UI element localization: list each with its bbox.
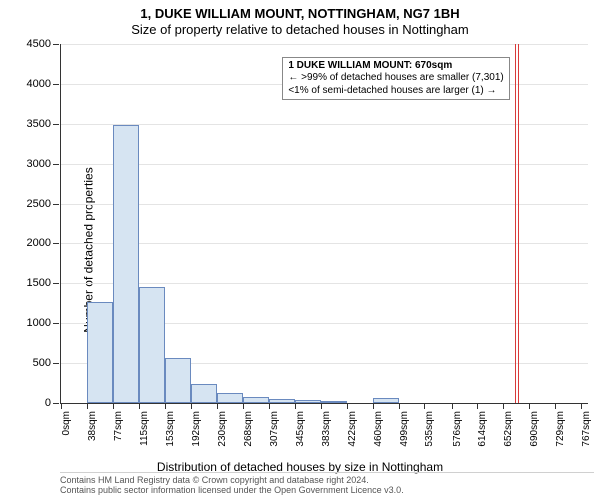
x-tick <box>373 403 374 409</box>
y-tick <box>53 283 59 284</box>
y-tick-label: 3000 <box>27 158 51 170</box>
gridline <box>61 204 588 205</box>
x-tick <box>321 403 322 409</box>
x-tick-label: 230sqm <box>217 411 228 447</box>
property-marker-line <box>518 44 519 403</box>
histogram-bar <box>139 287 165 403</box>
y-tick-label: 2000 <box>27 237 51 249</box>
x-tick <box>87 403 88 409</box>
y-tick <box>53 403 59 404</box>
x-tick <box>424 403 425 409</box>
y-tick <box>53 164 59 165</box>
y-tick-label: 4000 <box>27 78 51 90</box>
x-tick-label: 729sqm <box>555 411 566 447</box>
plot-area: 0500100015002000250030003500400045000sqm… <box>60 44 588 404</box>
x-tick-label: 383sqm <box>321 411 332 447</box>
histogram-bar <box>373 398 399 403</box>
histogram-bar <box>295 400 321 403</box>
x-tick <box>399 403 400 409</box>
x-tick-label: 767sqm <box>581 411 592 447</box>
x-tick <box>113 403 114 409</box>
x-tick-label: 307sqm <box>269 411 280 447</box>
x-tick-label: 192sqm <box>191 411 202 447</box>
x-tick <box>555 403 556 409</box>
y-tick-label: 2500 <box>27 198 51 210</box>
footer-attribution: Contains HM Land Registry data © Crown c… <box>60 472 594 496</box>
x-tick <box>295 403 296 409</box>
x-tick-label: 422sqm <box>347 411 358 447</box>
x-tick-label: 77sqm <box>113 411 124 441</box>
x-tick <box>165 403 166 409</box>
property-marker-line <box>515 44 516 403</box>
x-tick <box>139 403 140 409</box>
gridline <box>61 44 588 45</box>
gridline <box>61 283 588 284</box>
y-tick <box>53 323 59 324</box>
histogram-bar <box>113 125 139 403</box>
x-tick-label: 690sqm <box>529 411 540 447</box>
y-tick-label: 3500 <box>27 118 51 130</box>
x-tick-label: 535sqm <box>424 411 435 447</box>
x-tick-label: 38sqm <box>87 411 98 441</box>
x-tick-label: 460sqm <box>373 411 384 447</box>
gridline <box>61 164 588 165</box>
x-tick-label: 345sqm <box>295 411 306 447</box>
x-tick <box>61 403 62 409</box>
annotation-line-larger: <1% of semi-detached houses are larger (… <box>288 85 503 98</box>
y-tick-label: 1000 <box>27 317 51 329</box>
x-tick <box>452 403 453 409</box>
x-tick-label: 614sqm <box>477 411 488 447</box>
x-tick-label: 652sqm <box>503 411 514 447</box>
x-tick-label: 153sqm <box>165 411 176 447</box>
x-tick-label: 499sqm <box>399 411 410 447</box>
x-tick <box>269 403 270 409</box>
chart-title-main: 1, DUKE WILLIAM MOUNT, NOTTINGHAM, NG7 1… <box>0 6 600 21</box>
histogram-bar <box>191 384 217 403</box>
x-tick-label: 576sqm <box>452 411 463 447</box>
x-tick <box>243 403 244 409</box>
x-tick <box>529 403 530 409</box>
histogram-bar <box>165 358 191 403</box>
annotation-box: 1 DUKE WILLIAM MOUNT: 670sqm← >99% of de… <box>282 57 509 101</box>
x-tick <box>217 403 218 409</box>
y-tick <box>53 44 59 45</box>
x-tick <box>347 403 348 409</box>
gridline <box>61 243 588 244</box>
x-tick <box>477 403 478 409</box>
y-tick <box>53 84 59 85</box>
y-tick <box>53 243 59 244</box>
x-tick <box>191 403 192 409</box>
annotation-title: 1 DUKE WILLIAM MOUNT: 670sqm <box>288 60 503 73</box>
histogram-bar <box>321 401 347 403</box>
y-tick <box>53 204 59 205</box>
histogram-bar <box>217 393 243 403</box>
x-tick <box>503 403 504 409</box>
histogram-bar <box>243 397 269 403</box>
x-tick <box>581 403 582 409</box>
y-tick-label: 1500 <box>27 277 51 289</box>
y-tick-label: 500 <box>33 357 51 369</box>
y-tick-label: 0 <box>45 397 51 409</box>
gridline <box>61 124 588 125</box>
chart-title-sub: Size of property relative to detached ho… <box>0 22 600 37</box>
x-tick-label: 0sqm <box>61 411 72 435</box>
y-tick-label: 4500 <box>27 38 51 50</box>
y-tick <box>53 363 59 364</box>
x-tick-label: 115sqm <box>139 411 150 446</box>
footer-line-2: Contains public sector information licen… <box>60 486 594 496</box>
x-tick-label: 268sqm <box>243 411 254 447</box>
histogram-bar <box>87 302 113 403</box>
annotation-line-smaller: ← >99% of detached houses are smaller (7… <box>288 72 503 85</box>
y-tick <box>53 124 59 125</box>
histogram-bar <box>269 399 295 403</box>
